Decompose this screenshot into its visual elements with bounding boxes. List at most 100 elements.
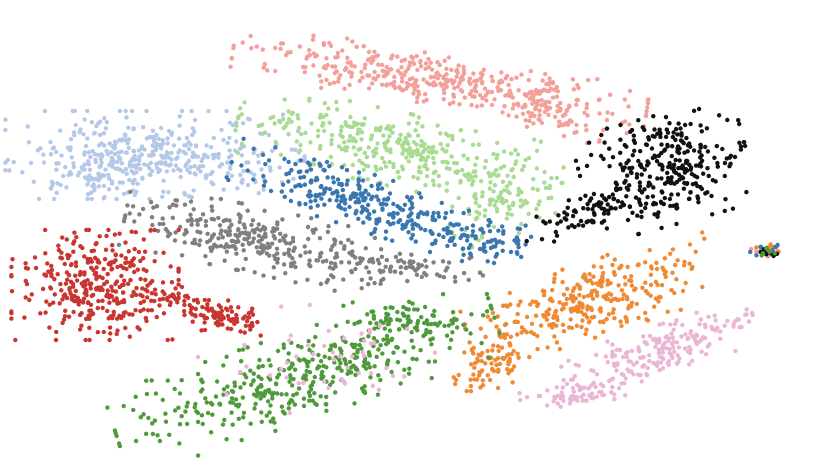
data-point xyxy=(491,343,496,348)
data-point xyxy=(487,186,493,191)
data-point xyxy=(542,180,547,185)
data-point xyxy=(501,149,507,154)
data-point xyxy=(243,323,249,328)
data-point xyxy=(581,206,586,211)
data-point xyxy=(458,180,463,185)
data-point xyxy=(662,256,668,261)
data-point xyxy=(623,351,629,356)
data-point xyxy=(490,172,495,177)
data-point xyxy=(590,296,596,301)
data-point xyxy=(686,335,691,341)
data-point xyxy=(407,60,413,65)
data-point xyxy=(334,99,339,105)
data-point xyxy=(634,172,640,177)
data-point xyxy=(609,390,614,395)
data-point xyxy=(418,58,423,64)
data-point xyxy=(190,154,195,160)
data-point xyxy=(594,372,600,377)
data-point xyxy=(136,161,142,167)
data-point xyxy=(769,244,774,249)
data-point xyxy=(298,253,303,258)
data-point xyxy=(411,345,416,350)
data-point xyxy=(522,102,528,108)
data-point xyxy=(320,123,325,128)
data-point xyxy=(489,361,494,366)
data-point xyxy=(307,347,312,353)
data-point xyxy=(240,177,245,182)
data-point xyxy=(395,68,401,74)
data-point xyxy=(278,152,284,157)
data-point xyxy=(242,342,247,348)
data-point xyxy=(244,364,249,369)
data-point xyxy=(361,44,366,49)
data-point xyxy=(86,227,92,233)
data-point xyxy=(350,39,355,44)
data-point xyxy=(374,321,379,326)
data-point xyxy=(502,355,507,361)
data-point xyxy=(659,162,664,168)
data-point xyxy=(51,300,56,305)
data-point xyxy=(377,216,382,222)
data-point xyxy=(524,314,530,320)
data-point xyxy=(399,79,405,84)
data-point xyxy=(533,299,538,304)
data-point xyxy=(560,385,565,390)
data-point xyxy=(378,319,384,324)
data-point xyxy=(360,204,365,209)
data-point xyxy=(197,242,202,248)
data-point xyxy=(652,212,657,217)
data-point xyxy=(490,78,495,84)
data-point xyxy=(548,86,554,91)
data-point xyxy=(54,167,59,172)
data-point xyxy=(414,272,420,277)
data-point xyxy=(186,146,192,152)
data-point xyxy=(319,372,324,378)
data-point xyxy=(713,318,718,323)
data-point xyxy=(643,280,648,285)
data-point xyxy=(335,50,341,56)
data-point xyxy=(356,182,361,188)
data-point xyxy=(510,167,515,172)
data-point xyxy=(151,136,156,142)
data-point xyxy=(384,341,389,347)
data-point xyxy=(572,374,577,379)
data-point xyxy=(317,146,323,151)
data-point xyxy=(622,165,627,170)
data-point xyxy=(557,119,562,124)
data-point xyxy=(277,165,282,170)
data-point xyxy=(324,394,329,400)
data-point xyxy=(311,33,316,38)
data-point xyxy=(650,194,656,199)
data-point xyxy=(478,179,484,184)
data-point xyxy=(305,277,310,282)
data-point xyxy=(210,169,215,175)
data-point xyxy=(506,113,511,118)
data-point xyxy=(516,245,521,250)
data-point xyxy=(360,178,366,183)
data-point xyxy=(558,404,563,409)
data-point xyxy=(209,196,214,201)
data-point xyxy=(107,141,112,146)
data-point xyxy=(368,137,374,142)
data-point xyxy=(415,214,421,220)
data-point xyxy=(333,344,338,349)
data-point xyxy=(138,308,143,314)
data-point xyxy=(94,286,99,291)
data-point xyxy=(247,241,252,247)
data-point xyxy=(308,387,314,392)
data-point xyxy=(132,177,137,183)
data-point xyxy=(625,173,630,178)
data-point xyxy=(91,177,97,182)
data-point xyxy=(363,62,368,67)
data-point xyxy=(553,211,558,216)
data-point xyxy=(267,253,272,258)
data-point xyxy=(496,87,501,92)
data-point xyxy=(109,181,115,186)
data-point xyxy=(133,292,139,298)
data-point xyxy=(397,251,403,256)
data-point xyxy=(636,345,641,350)
data-point xyxy=(256,364,261,369)
data-point xyxy=(188,199,194,204)
data-point xyxy=(238,172,243,178)
data-point xyxy=(664,334,669,339)
